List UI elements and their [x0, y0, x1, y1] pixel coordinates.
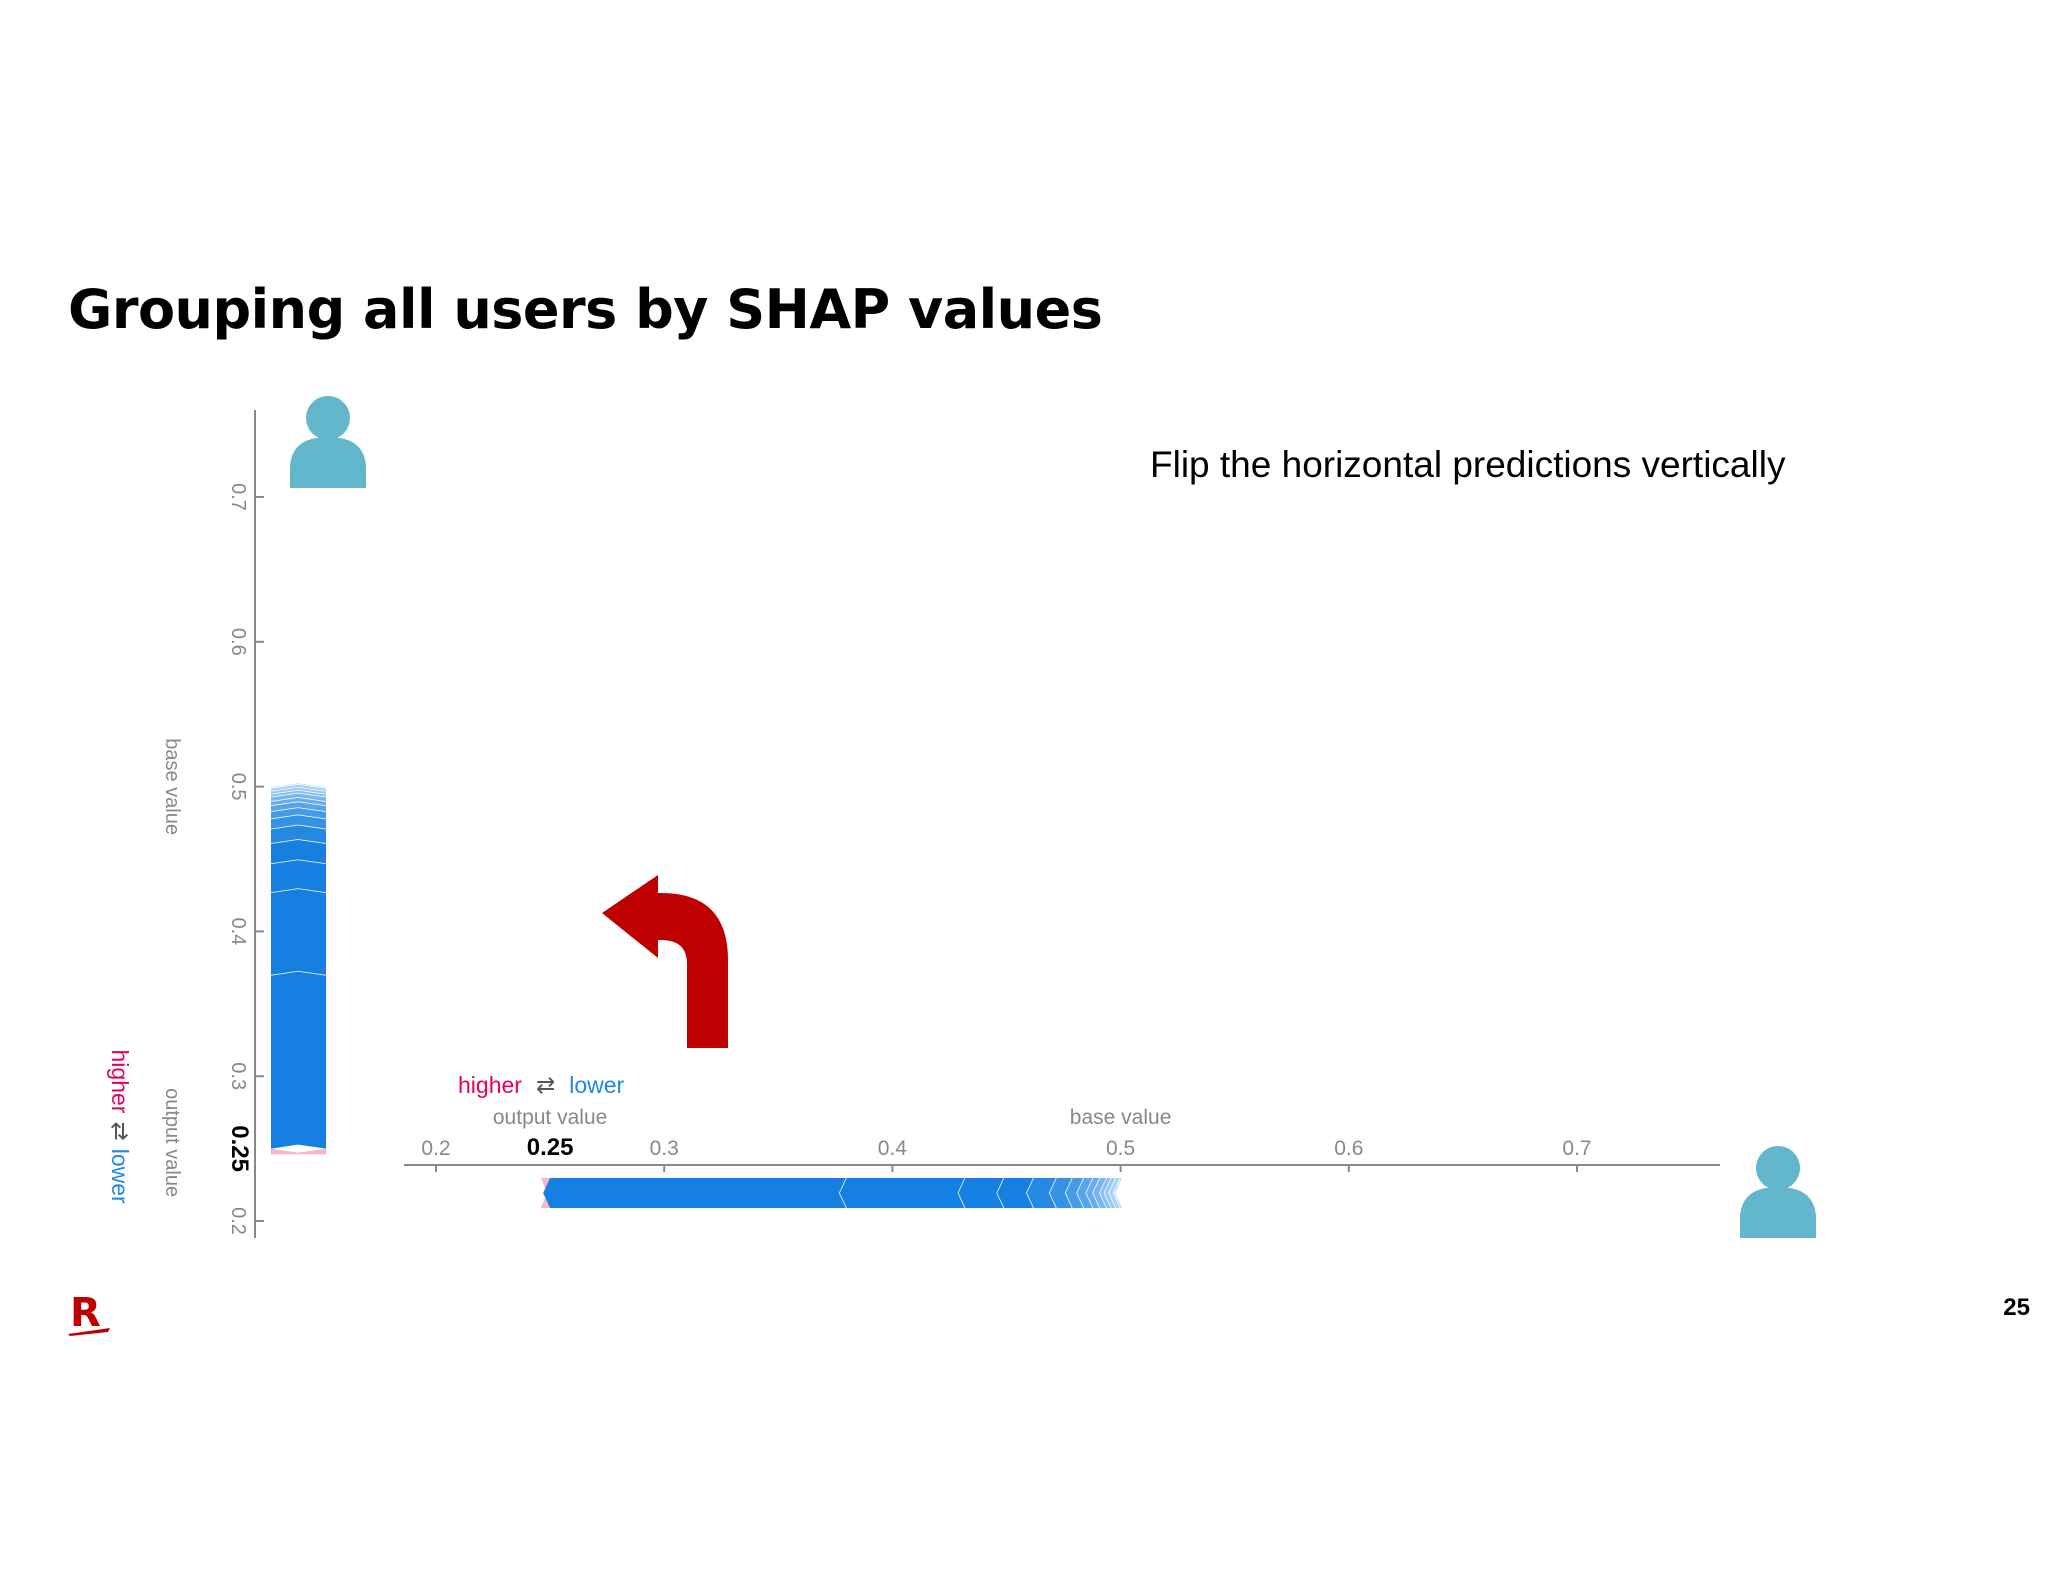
v-legend-higher: higher: [107, 1050, 133, 1114]
h-segment-divider: [1115, 1177, 1124, 1209]
vertical-force-plot: 0.2 0.3 0.4 0.5 0.6 0.7 0.25 base value output v…: [107, 410, 327, 1238]
v-bar-segment: [271, 859, 326, 893]
person-body: [1740, 1188, 1816, 1238]
h-segment-divider: [1048, 1177, 1058, 1209]
v-bar-segment: [271, 786, 326, 794]
h-bar-segment: [1104, 1178, 1117, 1208]
h-legend-lower: lower: [569, 1072, 624, 1098]
h-tick-label: 0.3: [650, 1137, 679, 1160]
user-icon-bottom: [1740, 1146, 1816, 1238]
v-bar-segment-higher: [271, 1148, 326, 1155]
v-output-value: 0.25: [226, 1125, 253, 1172]
flip-arrow-icon: [602, 875, 728, 1048]
h-bar-segment: [1109, 1178, 1121, 1208]
person-head: [306, 396, 350, 440]
v-bar-segment: [271, 839, 326, 864]
flip-note: Flip the horizontal predictions vertical…: [1150, 444, 1786, 485]
v-output-caption: output value: [161, 1088, 183, 1197]
v-tick-label: 0.6: [227, 628, 249, 656]
h-tick-label: 0.7: [1562, 1137, 1591, 1160]
h-tick-label: 0.6: [1334, 1137, 1363, 1160]
h-legend: higher ⇄ lower: [458, 1072, 625, 1098]
h-bar-segment: [839, 1178, 966, 1208]
page-number: 25: [2003, 1294, 2030, 1321]
h-tick-label: 0.2: [421, 1137, 450, 1160]
h-output-value: 0.25: [527, 1134, 574, 1161]
v-tick-label: 0.4: [227, 917, 249, 945]
brand-logo: R: [68, 1290, 110, 1336]
h-bar-segment: [1049, 1178, 1073, 1208]
h-bar-segment: [1086, 1178, 1101, 1208]
v-bar-segment: [271, 814, 326, 829]
h-bar-segment: [997, 1178, 1034, 1208]
h-bar-segment: [1065, 1178, 1085, 1208]
h-bar-segment: [1093, 1178, 1107, 1208]
v-legend: higher ⇄ lower: [107, 1050, 133, 1205]
v-tick-label: 0.7: [227, 483, 249, 511]
v-bar-segment: [271, 784, 326, 791]
horizontal-force-plot: 0.2 0.3 0.4 0.5 0.6 0.7 higher ⇄ lower output val…: [404, 1072, 1720, 1209]
v-base-caption: base value: [161, 738, 183, 835]
person-body: [290, 438, 366, 488]
h-legend-arrows: ⇄: [536, 1072, 555, 1098]
h-legend-higher: higher: [458, 1072, 522, 1098]
v-bar-segment: [271, 807, 326, 819]
h-segment-divider: [1103, 1177, 1113, 1209]
v-bar-segment: [271, 970, 326, 1149]
slide-title: Grouping all users by SHAP values: [68, 278, 1103, 341]
h-segment-divider: [1092, 1177, 1101, 1209]
h-segment-divider: [1026, 1177, 1035, 1209]
v-legend-lower: lower: [107, 1149, 133, 1204]
v-bar-segment: [271, 824, 326, 844]
h-tick-label: 0.4: [878, 1137, 908, 1160]
h-bar-segment: [1026, 1178, 1057, 1208]
h-bar-segment: [1099, 1178, 1112, 1208]
brand-logo-swoosh: [68, 1328, 110, 1336]
v-tick-label: 0.5: [227, 773, 249, 801]
v-legend-arrows: ⇄: [107, 1121, 133, 1140]
v-segment-divider: [270, 781, 327, 788]
user-icon-top: [290, 396, 366, 488]
h-bar-segment: [958, 1178, 1005, 1208]
v-bar-segment: [271, 888, 326, 975]
brand-logo-letter: R: [70, 1290, 101, 1336]
v-bar-segment: [271, 789, 326, 797]
h-output-caption: output value: [493, 1106, 607, 1129]
v-tick-label: 0.3: [227, 1062, 249, 1090]
h-base-caption: base value: [1070, 1106, 1172, 1129]
h-tick-label: 0.5: [1106, 1137, 1135, 1160]
h-bar-segment: [543, 1178, 847, 1208]
v-tick-label: 0.2: [227, 1207, 249, 1235]
person-head: [1756, 1146, 1800, 1190]
